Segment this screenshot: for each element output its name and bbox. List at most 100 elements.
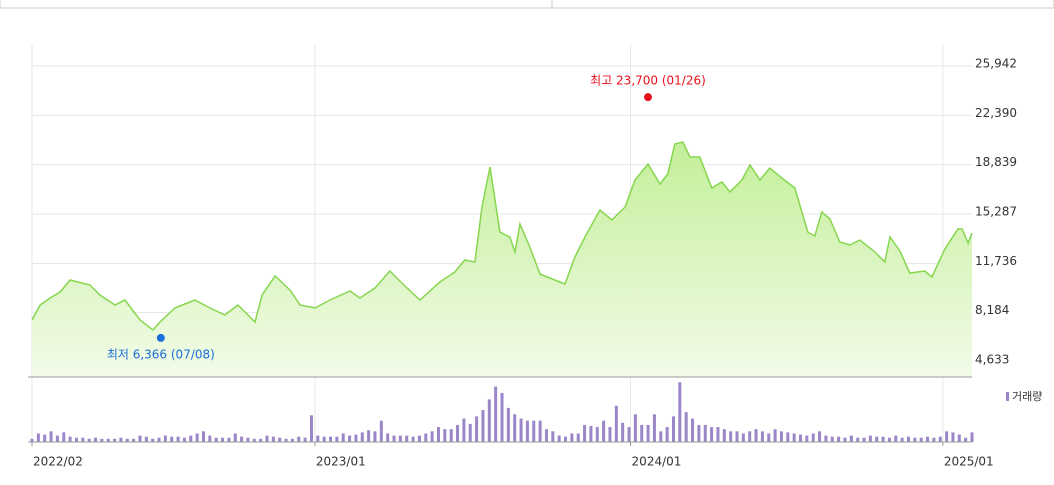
volume-bar (265, 435, 269, 442)
volume-bar (233, 433, 237, 442)
volume-bar (74, 437, 78, 442)
volume-bar (773, 429, 777, 442)
y-tick-label: 15,287 (975, 205, 1017, 219)
volume-bar (398, 435, 402, 442)
volume-bar (608, 427, 612, 442)
volume-bar (113, 438, 117, 442)
volume-bar (786, 432, 790, 442)
volume-bar (417, 435, 421, 442)
volume-bar (468, 423, 472, 442)
volume-bar (94, 437, 98, 442)
volume-bar (436, 427, 440, 442)
volume-bar (589, 426, 593, 442)
volume-bar (824, 435, 828, 442)
volume-bar (278, 437, 282, 442)
volume-bar (811, 433, 815, 442)
volume-bar (519, 418, 523, 442)
volume-bar (849, 435, 853, 442)
volume-bar (932, 437, 936, 442)
volume-bar (805, 435, 809, 442)
volume-bar (614, 405, 618, 442)
volume-bar (900, 437, 904, 442)
volume-bar (62, 432, 66, 442)
volume-bar (259, 438, 263, 442)
volume-bar (36, 433, 40, 442)
volume-bar (576, 433, 580, 442)
volume-bar (741, 433, 745, 442)
volume-bar (957, 434, 961, 442)
volume-bar (875, 436, 879, 442)
volume-bar (684, 412, 688, 442)
volume-bar (792, 433, 796, 442)
volume-bar (697, 424, 701, 442)
volume-bar (182, 437, 186, 442)
volume-bar (818, 431, 822, 442)
y-tick-label: 22,390 (975, 106, 1017, 120)
volume-bar (430, 431, 434, 442)
volume-bar (487, 399, 491, 442)
volume-bar (970, 432, 974, 442)
volume-bar (906, 436, 910, 442)
volume-bar (767, 433, 771, 442)
volume-bar (360, 432, 364, 442)
volume-bar (87, 438, 91, 442)
volume-bar (926, 436, 930, 442)
volume-bar (754, 429, 758, 442)
volume-bar (240, 436, 244, 442)
volume-bar (856, 437, 860, 442)
annotation-label: 최저 6,366 (07/08) (107, 347, 215, 361)
volume-bar (201, 431, 205, 442)
volume-bar (652, 414, 656, 442)
volume-bar (716, 427, 720, 442)
volume-bar (246, 437, 250, 442)
volume-bar (640, 424, 644, 442)
annotation-dot (643, 93, 652, 102)
volume-bar (81, 437, 85, 442)
volume-bar (119, 437, 123, 442)
volume-bar (551, 431, 555, 442)
volume-bar (195, 433, 199, 442)
volume-bar (100, 438, 104, 442)
volume-bar (221, 437, 225, 442)
area-fill (32, 142, 972, 377)
volume-bar (125, 438, 129, 442)
volume-bar (138, 435, 142, 442)
volume-bar (691, 418, 695, 442)
volume-bar (583, 424, 587, 442)
volume-bar (633, 414, 637, 442)
volume-bar (646, 424, 650, 442)
annotation-dot (156, 333, 165, 342)
volume-bar (779, 431, 783, 442)
volume-bar (354, 434, 358, 442)
volume-bar (227, 437, 231, 442)
volume-bar (43, 434, 47, 442)
volume-bar (443, 429, 447, 442)
volume-bar (538, 420, 542, 442)
x-tick-label: 2025/01 (944, 455, 994, 469)
volume-bar (392, 435, 396, 442)
volume-bar (564, 436, 568, 442)
volume-bar (532, 420, 536, 442)
volume-bar (887, 437, 891, 442)
volume-bar (570, 433, 574, 442)
volume-bar (252, 438, 256, 442)
volume-bar (341, 433, 345, 442)
volume-legend: 거래량 (1012, 390, 1042, 403)
y-tick-label: 8,184 (975, 303, 1009, 317)
volume-bar (208, 435, 212, 442)
volume-bar (544, 429, 548, 442)
volume-bar (348, 435, 352, 442)
volume-bar (284, 438, 288, 442)
volume-bar (621, 422, 625, 442)
volume-bar (760, 431, 764, 442)
volume-bar (506, 407, 510, 442)
volume-bar (373, 431, 377, 442)
volume-bar (710, 427, 714, 442)
volume-bar (799, 434, 803, 442)
volume-bar (475, 416, 479, 442)
volume-bar (316, 435, 320, 442)
volume-bar (170, 436, 174, 442)
volume-bar (729, 431, 733, 442)
volume-bar (665, 427, 669, 442)
